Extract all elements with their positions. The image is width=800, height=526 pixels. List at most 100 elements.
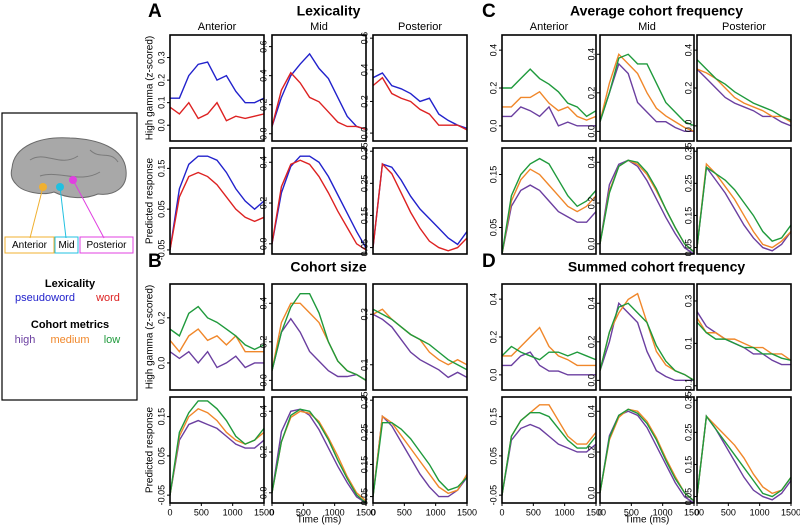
series-line [600, 301, 694, 382]
y-tick-label: 0.25 [359, 424, 369, 442]
y-tick-label: 0.25 [683, 424, 693, 442]
y-tick-label: 0.15 [156, 408, 166, 426]
series-line [170, 305, 264, 351]
y-tick-label: 0.0 [683, 120, 693, 133]
series-line [697, 68, 791, 127]
x-tick-label: 1500 [457, 507, 477, 517]
y-tick-label: 0.05 [683, 488, 693, 506]
plot-frame [501, 283, 597, 391]
plot-frame [169, 283, 265, 391]
panel-title: Cohort size [290, 259, 366, 275]
plot-frame [271, 283, 367, 391]
y-tick-label: 0.2 [258, 98, 268, 111]
y-tick-label: 0.25 [683, 175, 693, 193]
plot-frame [372, 283, 468, 391]
series-line [170, 171, 264, 251]
y-tick-label: 0.4 [258, 156, 268, 169]
y-axis-label: Predicted response [145, 406, 156, 493]
series-line [697, 414, 791, 497]
column-header: Anterior [530, 21, 569, 33]
y-tick-label: 0.2 [586, 197, 596, 210]
plot-frame [169, 147, 265, 255]
series-line [502, 105, 596, 127]
x-tick-label: 1500 [254, 507, 274, 517]
plot-area [502, 404, 596, 496]
plot-area [170, 400, 264, 496]
series-line [272, 71, 366, 131]
y-tick-label: 0.25 [359, 175, 369, 193]
series-line [170, 155, 264, 251]
y-tick-label: -0.1 [683, 378, 693, 394]
series-line [373, 72, 467, 130]
y-tick-label: 0.05 [488, 219, 498, 237]
y-tick-label: 0.0 [258, 238, 268, 251]
plot-area [272, 292, 366, 381]
series-line [502, 68, 596, 118]
y-tick-label: 0.0 [359, 127, 369, 140]
column-header: Mid [310, 21, 328, 33]
series-line [600, 52, 694, 133]
y-tick-label: 0.4 [586, 156, 596, 169]
y-tick-label: 0.05 [359, 488, 369, 506]
legend-entry: high [15, 334, 36, 346]
plot-frame [696, 34, 792, 142]
brain-panel: Anterior Mid Posterior [1, 112, 138, 401]
series-line [600, 408, 694, 502]
panel-letter: C [482, 1, 496, 22]
region-label: Mid [58, 240, 74, 251]
y-tick-label: 0.15 [156, 160, 166, 178]
series-line [373, 422, 467, 497]
series-line [373, 162, 467, 252]
x-tick-label: 1000 [750, 507, 770, 517]
region-box [4, 236, 55, 254]
brain-sulci [29, 149, 119, 178]
y-tick-label: 0.2 [683, 82, 693, 95]
series-line [600, 62, 694, 133]
y-tick-label: 0.4 [258, 297, 268, 310]
plot-area [170, 61, 264, 122]
plot-frame [169, 34, 265, 142]
plot-frame [372, 34, 468, 142]
y-tick-label: 0.2 [258, 446, 268, 459]
region-box [54, 236, 79, 254]
series-line [272, 317, 366, 381]
column-header: Posterior [722, 21, 766, 33]
series-line [600, 292, 694, 381]
plot-frame [271, 34, 367, 142]
plot-area [170, 305, 264, 369]
series-line [272, 155, 366, 249]
pointer [29, 186, 44, 239]
panel-letter: B [148, 251, 162, 272]
y-tick-label: 0.3 [156, 51, 166, 64]
plot-frame [271, 396, 367, 504]
plot-area [272, 155, 366, 251]
plot-area [373, 162, 467, 252]
series-line [373, 76, 467, 131]
y-tick-label: 0.2 [488, 82, 498, 95]
series-line [170, 101, 264, 122]
x-tick-label: 0 [694, 507, 699, 517]
y-tick-label: 0.4 [359, 64, 369, 77]
series-line [502, 157, 596, 254]
panel-letter: A [148, 1, 162, 22]
series-line [600, 302, 694, 381]
series-line [502, 423, 596, 496]
y-tick-label: 0.15 [488, 408, 498, 426]
plot-area [373, 72, 467, 131]
y-axis-label: High gamma (z-scored) [145, 36, 156, 140]
plot-area [600, 408, 694, 503]
x-tick-label: 1500 [684, 507, 704, 517]
plot-area [697, 59, 791, 127]
x-axis-label: Time (ms) [297, 515, 342, 526]
y-tick-label: 0.1 [683, 337, 693, 350]
plot-frame [501, 34, 597, 142]
y-tick-label: 0.15 [359, 207, 369, 225]
series-line [272, 52, 366, 131]
y-tick-label: 0.0 [586, 487, 596, 500]
series-line [373, 313, 467, 379]
plot-frame [501, 396, 597, 504]
x-tick-label: 0 [167, 507, 172, 517]
y-tick-label: 0.2 [586, 336, 596, 349]
plot-frame [169, 396, 265, 504]
